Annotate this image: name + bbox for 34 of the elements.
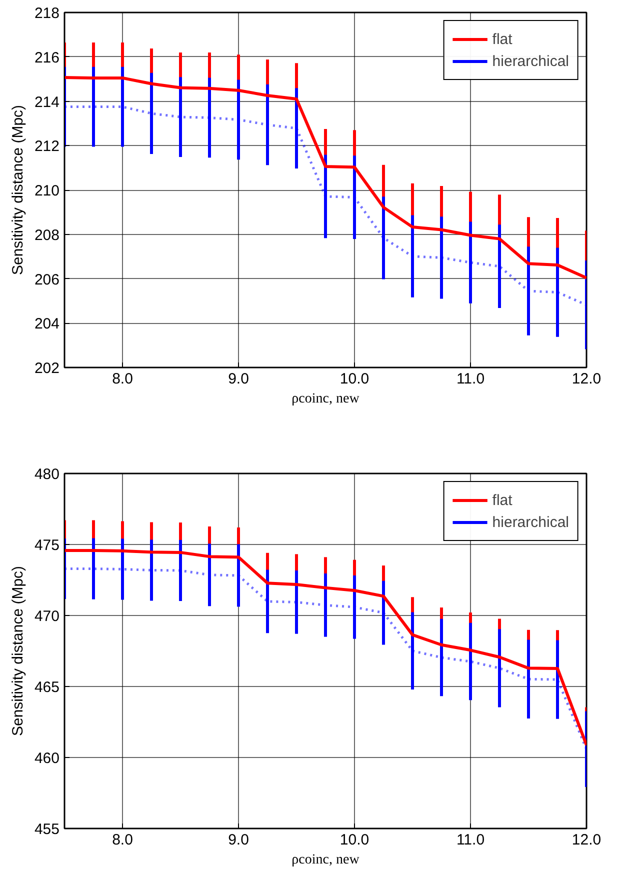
y-tick-label: 202: [34, 360, 60, 377]
x-tick-label: 11.0: [456, 832, 485, 848]
y-tick-label: 218: [34, 5, 60, 22]
x-tick-label: 12.0: [572, 832, 602, 848]
x-tick-label: 11.0: [456, 370, 485, 388]
y-tick-label: 210: [34, 182, 60, 200]
legend-label: hierarchical: [492, 514, 569, 530]
x-tick-label: 10.0: [340, 370, 370, 388]
y-tick-label: 212: [34, 138, 60, 156]
legend-label: flat: [492, 492, 512, 508]
y-tick-label: 206: [34, 271, 60, 288]
y-tick-label: 480: [34, 466, 60, 483]
x-axis-title: ρcoinc, new: [292, 392, 360, 406]
x-tick-label: 8.0: [112, 832, 133, 848]
y-tick-label: 455: [34, 821, 60, 838]
y-tick-label: 465: [34, 679, 60, 696]
x-tick-label: 9.0: [228, 370, 249, 388]
x-tick-label: 10.0: [340, 832, 370, 848]
x-axis-title: ρcoinc, new: [292, 852, 360, 868]
legend-label: flat: [492, 30, 512, 48]
y-tick-label: 470: [34, 608, 60, 625]
y-axis-title: Sensitivity distance (Mpc): [9, 566, 26, 736]
y-axis-title: Sensitivity distance (Mpc): [9, 104, 26, 276]
y-tick-label: 475: [34, 537, 60, 554]
y-tick-label: 204: [34, 316, 60, 333]
x-tick-label: 9.0: [228, 832, 249, 848]
legend-label: hierarchical: [492, 52, 569, 70]
x-tick-label: 12.0: [572, 370, 602, 388]
y-tick-label: 216: [34, 49, 60, 66]
y-tick-label: 214: [34, 94, 60, 111]
line-series: [64, 76, 586, 280]
y-tick-label: 460: [34, 750, 60, 767]
y-tick-label: 208: [34, 226, 60, 244]
x-tick-label: 8.0: [112, 370, 133, 388]
